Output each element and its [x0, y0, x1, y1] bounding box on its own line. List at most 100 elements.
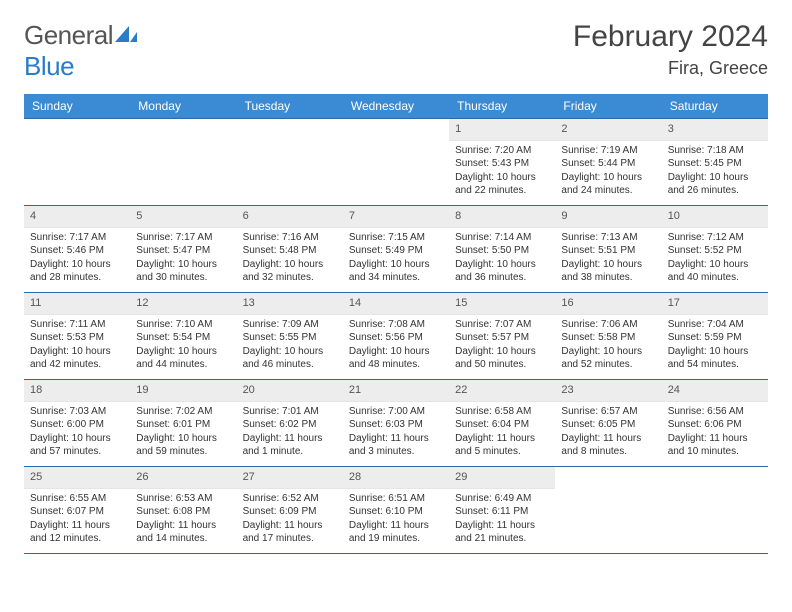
day-number: 5 — [130, 206, 236, 228]
sunset-text: Sunset: 5:55 PM — [243, 331, 337, 345]
sunrise-text: Sunrise: 7:14 AM — [455, 231, 549, 245]
daylight-text: Daylight: 10 hours and 48 minutes. — [349, 345, 443, 372]
sunrise-text: Sunrise: 7:00 AM — [349, 405, 443, 419]
day-content: Sunrise: 7:11 AMSunset: 5:53 PMDaylight:… — [24, 315, 130, 376]
day-number: 2 — [555, 119, 661, 141]
day-number: 20 — [237, 380, 343, 402]
day-content: Sunrise: 7:12 AMSunset: 5:52 PMDaylight:… — [662, 228, 768, 289]
day-number: 17 — [662, 293, 768, 315]
calendar-body: 1Sunrise: 7:20 AMSunset: 5:43 PMDaylight… — [24, 119, 768, 554]
day-content: Sunrise: 7:02 AMSunset: 6:01 PMDaylight:… — [130, 402, 236, 463]
calendar-day-cell: 9Sunrise: 7:13 AMSunset: 5:51 PMDaylight… — [555, 206, 661, 293]
calendar-day-cell: 20Sunrise: 7:01 AMSunset: 6:02 PMDayligh… — [237, 380, 343, 467]
daylight-text: Daylight: 10 hours and 38 minutes. — [561, 258, 655, 285]
day-number: 13 — [237, 293, 343, 315]
day-number: 19 — [130, 380, 236, 402]
day-number: 21 — [343, 380, 449, 402]
sunrise-text: Sunrise: 7:06 AM — [561, 318, 655, 332]
calendar-day-cell — [662, 467, 768, 554]
page-header: General Blue February 2024 Fira, Greece — [24, 20, 768, 82]
day-number: 8 — [449, 206, 555, 228]
daylight-text: Daylight: 10 hours and 28 minutes. — [30, 258, 124, 285]
daylight-text: Daylight: 11 hours and 3 minutes. — [349, 432, 443, 459]
day-number: 10 — [662, 206, 768, 228]
calendar-day-cell: 11Sunrise: 7:11 AMSunset: 5:53 PMDayligh… — [24, 293, 130, 380]
day-content: Sunrise: 6:51 AMSunset: 6:10 PMDaylight:… — [343, 489, 449, 550]
sunset-text: Sunset: 5:46 PM — [30, 244, 124, 258]
daylight-text: Daylight: 10 hours and 34 minutes. — [349, 258, 443, 285]
sunset-text: Sunset: 5:53 PM — [30, 331, 124, 345]
calendar-day-cell — [343, 119, 449, 206]
sunrise-text: Sunrise: 7:20 AM — [455, 144, 549, 158]
daylight-text: Daylight: 10 hours and 54 minutes. — [668, 345, 762, 372]
day-content: Sunrise: 6:58 AMSunset: 6:04 PMDaylight:… — [449, 402, 555, 463]
day-number-empty — [24, 119, 130, 140]
calendar-day-cell: 24Sunrise: 6:56 AMSunset: 6:06 PMDayligh… — [662, 380, 768, 467]
day-number: 26 — [130, 467, 236, 489]
sunrise-text: Sunrise: 6:56 AM — [668, 405, 762, 419]
day-number: 22 — [449, 380, 555, 402]
calendar-table: SundayMondayTuesdayWednesdayThursdayFrid… — [24, 94, 768, 554]
brand-part1: General — [24, 20, 113, 50]
day-number: 29 — [449, 467, 555, 489]
sunrise-text: Sunrise: 7:04 AM — [668, 318, 762, 332]
daylight-text: Daylight: 10 hours and 52 minutes. — [561, 345, 655, 372]
sunset-text: Sunset: 5:50 PM — [455, 244, 549, 258]
calendar-day-cell: 3Sunrise: 7:18 AMSunset: 5:45 PMDaylight… — [662, 119, 768, 206]
calendar-day-cell: 23Sunrise: 6:57 AMSunset: 6:05 PMDayligh… — [555, 380, 661, 467]
daylight-text: Daylight: 10 hours and 42 minutes. — [30, 345, 124, 372]
day-content: Sunrise: 7:00 AMSunset: 6:03 PMDaylight:… — [343, 402, 449, 463]
day-number: 27 — [237, 467, 343, 489]
sunrise-text: Sunrise: 7:18 AM — [668, 144, 762, 158]
weekday-header: Sunday — [24, 94, 130, 119]
day-content: Sunrise: 6:55 AMSunset: 6:07 PMDaylight:… — [24, 489, 130, 550]
calendar-day-cell — [130, 119, 236, 206]
calendar-day-cell: 21Sunrise: 7:00 AMSunset: 6:03 PMDayligh… — [343, 380, 449, 467]
calendar-day-cell — [24, 119, 130, 206]
calendar-day-cell: 2Sunrise: 7:19 AMSunset: 5:44 PMDaylight… — [555, 119, 661, 206]
day-content: Sunrise: 6:57 AMSunset: 6:05 PMDaylight:… — [555, 402, 661, 463]
calendar-week-row: 4Sunrise: 7:17 AMSunset: 5:46 PMDaylight… — [24, 206, 768, 293]
day-number-empty — [130, 119, 236, 140]
weekday-header: Wednesday — [343, 94, 449, 119]
sunset-text: Sunset: 6:02 PM — [243, 418, 337, 432]
day-number: 12 — [130, 293, 236, 315]
calendar-day-cell: 4Sunrise: 7:17 AMSunset: 5:46 PMDaylight… — [24, 206, 130, 293]
day-number: 9 — [555, 206, 661, 228]
calendar-day-cell — [237, 119, 343, 206]
day-number: 15 — [449, 293, 555, 315]
calendar-day-cell: 16Sunrise: 7:06 AMSunset: 5:58 PMDayligh… — [555, 293, 661, 380]
sunset-text: Sunset: 6:11 PM — [455, 505, 549, 519]
day-number: 7 — [343, 206, 449, 228]
calendar-day-cell: 25Sunrise: 6:55 AMSunset: 6:07 PMDayligh… — [24, 467, 130, 554]
sunrise-text: Sunrise: 7:13 AM — [561, 231, 655, 245]
sunrise-text: Sunrise: 6:52 AM — [243, 492, 337, 506]
day-content: Sunrise: 7:17 AMSunset: 5:47 PMDaylight:… — [130, 228, 236, 289]
day-content: Sunrise: 6:53 AMSunset: 6:08 PMDaylight:… — [130, 489, 236, 550]
calendar-weekday-header: SundayMondayTuesdayWednesdayThursdayFrid… — [24, 94, 768, 119]
day-content: Sunrise: 6:52 AMSunset: 6:09 PMDaylight:… — [237, 489, 343, 550]
daylight-text: Daylight: 11 hours and 8 minutes. — [561, 432, 655, 459]
day-number-empty — [343, 119, 449, 140]
sunrise-text: Sunrise: 7:11 AM — [30, 318, 124, 332]
calendar-day-cell: 13Sunrise: 7:09 AMSunset: 5:55 PMDayligh… — [237, 293, 343, 380]
day-content: Sunrise: 7:04 AMSunset: 5:59 PMDaylight:… — [662, 315, 768, 376]
calendar-week-row: 11Sunrise: 7:11 AMSunset: 5:53 PMDayligh… — [24, 293, 768, 380]
day-content: Sunrise: 7:20 AMSunset: 5:43 PMDaylight:… — [449, 141, 555, 202]
day-number: 1 — [449, 119, 555, 141]
calendar-day-cell: 10Sunrise: 7:12 AMSunset: 5:52 PMDayligh… — [662, 206, 768, 293]
daylight-text: Daylight: 11 hours and 17 minutes. — [243, 519, 337, 546]
sunrise-text: Sunrise: 6:51 AM — [349, 492, 443, 506]
daylight-text: Daylight: 11 hours and 10 minutes. — [668, 432, 762, 459]
day-content: Sunrise: 7:09 AMSunset: 5:55 PMDaylight:… — [237, 315, 343, 376]
weekday-header: Tuesday — [237, 94, 343, 119]
sunset-text: Sunset: 5:45 PM — [668, 157, 762, 171]
day-number: 14 — [343, 293, 449, 315]
day-content: Sunrise: 7:08 AMSunset: 5:56 PMDaylight:… — [343, 315, 449, 376]
day-number: 16 — [555, 293, 661, 315]
sunset-text: Sunset: 6:06 PM — [668, 418, 762, 432]
sunset-text: Sunset: 5:57 PM — [455, 331, 549, 345]
sunrise-text: Sunrise: 6:55 AM — [30, 492, 124, 506]
calendar-week-row: 25Sunrise: 6:55 AMSunset: 6:07 PMDayligh… — [24, 467, 768, 554]
calendar-day-cell: 27Sunrise: 6:52 AMSunset: 6:09 PMDayligh… — [237, 467, 343, 554]
